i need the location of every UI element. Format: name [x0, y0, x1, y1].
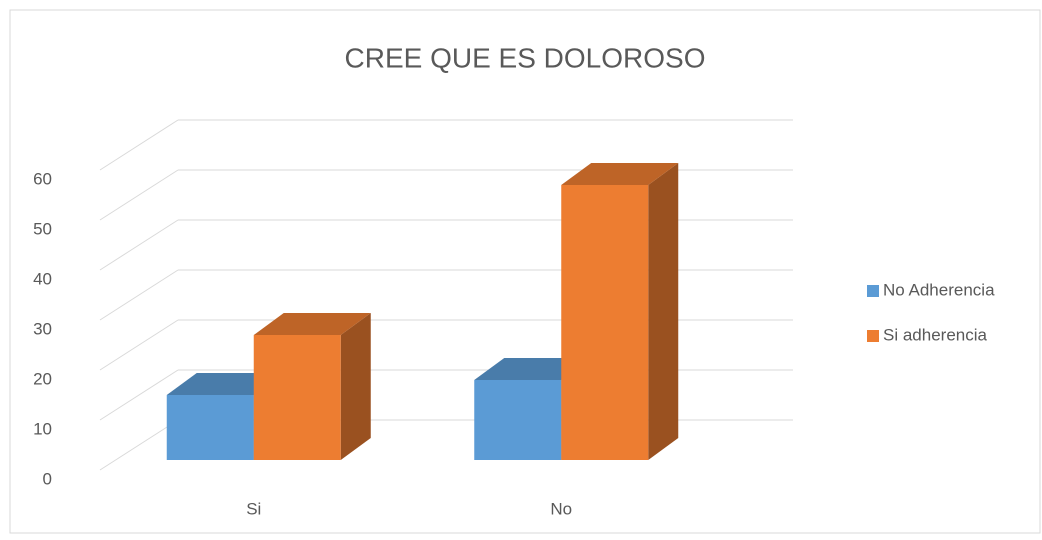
grid-line — [99, 269, 179, 321]
y-tick-label: 60 — [33, 169, 52, 188]
bar-top — [561, 163, 679, 185]
bar — [561, 185, 649, 460]
bar-top — [253, 313, 371, 335]
y-tick-label: 40 — [33, 269, 52, 288]
legend-swatch — [867, 285, 879, 297]
grid-line — [99, 169, 179, 221]
x-tick-label: Si — [246, 499, 261, 518]
legend-label: Si adherencia — [883, 325, 988, 344]
y-tick-label: 0 — [43, 469, 52, 488]
y-tick-label: 30 — [33, 319, 52, 338]
grid-line — [99, 319, 179, 371]
y-tick-label: 10 — [33, 419, 52, 438]
chart-title: CREE QUE ES DOLOROSO — [345, 42, 706, 73]
bar — [166, 395, 254, 460]
bar-side — [648, 163, 679, 460]
y-tick-label: 20 — [33, 369, 52, 388]
bar — [474, 380, 562, 460]
grid-line — [99, 369, 179, 421]
legend-swatch — [867, 330, 879, 342]
x-tick-label: No — [550, 499, 572, 518]
bar — [253, 335, 341, 460]
bar-side — [340, 313, 371, 460]
grid-line — [99, 219, 179, 271]
grid-line — [99, 419, 179, 471]
y-tick-label: 50 — [33, 219, 52, 238]
grid-line — [99, 119, 179, 171]
legend-label: No Adherencia — [883, 280, 995, 299]
